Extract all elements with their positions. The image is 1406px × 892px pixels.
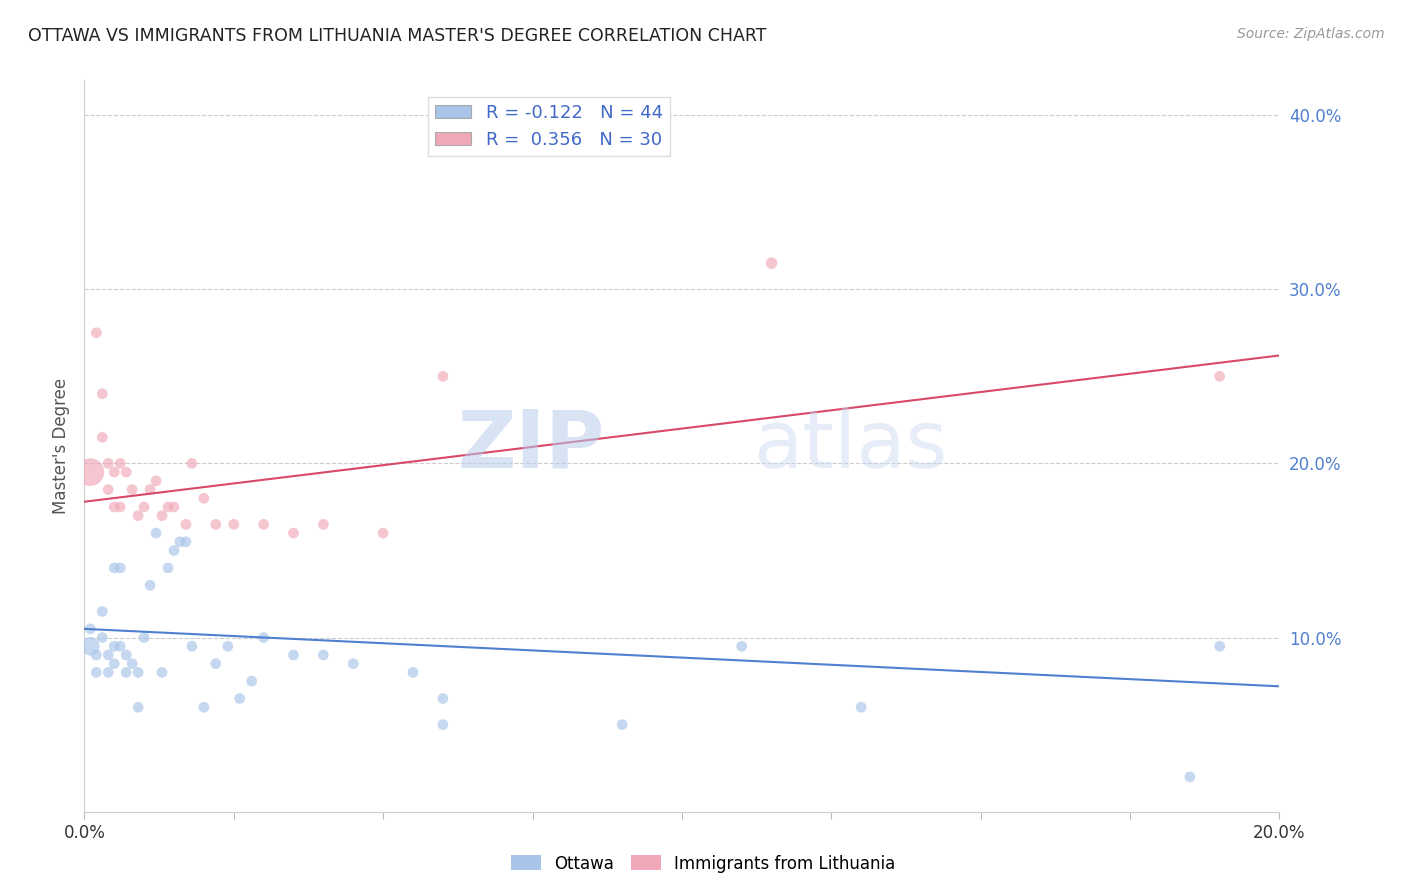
Point: [193, 700, 215, 714]
Point: [103, 500, 125, 514]
Point: [1209, 640, 1232, 654]
Point: [115, 648, 138, 662]
Point: [253, 631, 276, 645]
Legend: R = -0.122   N = 44, R =  0.356   N = 30: R = -0.122 N = 44, R = 0.356 N = 30: [427, 96, 671, 156]
Text: atlas: atlas: [754, 407, 948, 485]
Point: [222, 517, 245, 532]
Point: [139, 483, 162, 497]
Point: [157, 500, 180, 514]
Point: [115, 465, 138, 479]
Point: [283, 526, 305, 541]
Point: [312, 648, 335, 662]
Point: [432, 717, 454, 731]
Point: [253, 517, 276, 532]
Point: [373, 526, 395, 541]
Point: [121, 657, 143, 671]
Point: [103, 561, 125, 575]
Point: [97, 665, 120, 680]
Point: [283, 648, 305, 662]
Point: [139, 578, 162, 592]
Legend: Ottawa, Immigrants from Lithuania: Ottawa, Immigrants from Lithuania: [505, 848, 901, 880]
Point: [145, 526, 167, 541]
Point: [79, 465, 101, 479]
Point: [432, 691, 454, 706]
Point: [1209, 369, 1232, 384]
Point: [132, 500, 156, 514]
Point: [91, 604, 114, 618]
Point: [121, 483, 143, 497]
Point: [761, 256, 783, 270]
Point: [731, 640, 754, 654]
Point: [240, 674, 263, 689]
Y-axis label: Master's Degree: Master's Degree: [52, 378, 70, 514]
Point: [97, 648, 120, 662]
Point: [127, 700, 149, 714]
Point: [402, 665, 425, 680]
Point: [110, 500, 132, 514]
Point: [163, 543, 186, 558]
Text: OTTAWA VS IMMIGRANTS FROM LITHUANIA MASTER'S DEGREE CORRELATION CHART: OTTAWA VS IMMIGRANTS FROM LITHUANIA MAST…: [28, 27, 766, 45]
Point: [150, 665, 173, 680]
Point: [91, 430, 114, 444]
Point: [110, 640, 132, 654]
Point: [181, 457, 204, 471]
Point: [86, 648, 108, 662]
Text: ZIP: ZIP: [457, 407, 605, 485]
Text: Source: ZipAtlas.com: Source: ZipAtlas.com: [1237, 27, 1385, 41]
Point: [851, 700, 873, 714]
Point: [145, 474, 167, 488]
Point: [110, 457, 132, 471]
Point: [132, 631, 156, 645]
Point: [79, 640, 101, 654]
Point: [1178, 770, 1201, 784]
Point: [103, 640, 125, 654]
Point: [612, 717, 634, 731]
Point: [205, 657, 228, 671]
Point: [127, 665, 149, 680]
Point: [228, 691, 252, 706]
Point: [103, 465, 125, 479]
Point: [97, 457, 120, 471]
Point: [163, 500, 186, 514]
Point: [91, 631, 114, 645]
Point: [432, 369, 454, 384]
Point: [103, 657, 125, 671]
Point: [150, 508, 173, 523]
Point: [174, 517, 197, 532]
Point: [110, 561, 132, 575]
Point: [91, 386, 114, 401]
Point: [79, 622, 101, 636]
Point: [169, 534, 191, 549]
Point: [86, 665, 108, 680]
Point: [157, 561, 180, 575]
Point: [97, 483, 120, 497]
Point: [342, 657, 364, 671]
Point: [205, 517, 228, 532]
Point: [127, 508, 149, 523]
Point: [217, 640, 239, 654]
Point: [86, 326, 108, 340]
Point: [115, 665, 138, 680]
Point: [181, 640, 204, 654]
Point: [312, 517, 335, 532]
Point: [193, 491, 215, 506]
Point: [174, 534, 197, 549]
